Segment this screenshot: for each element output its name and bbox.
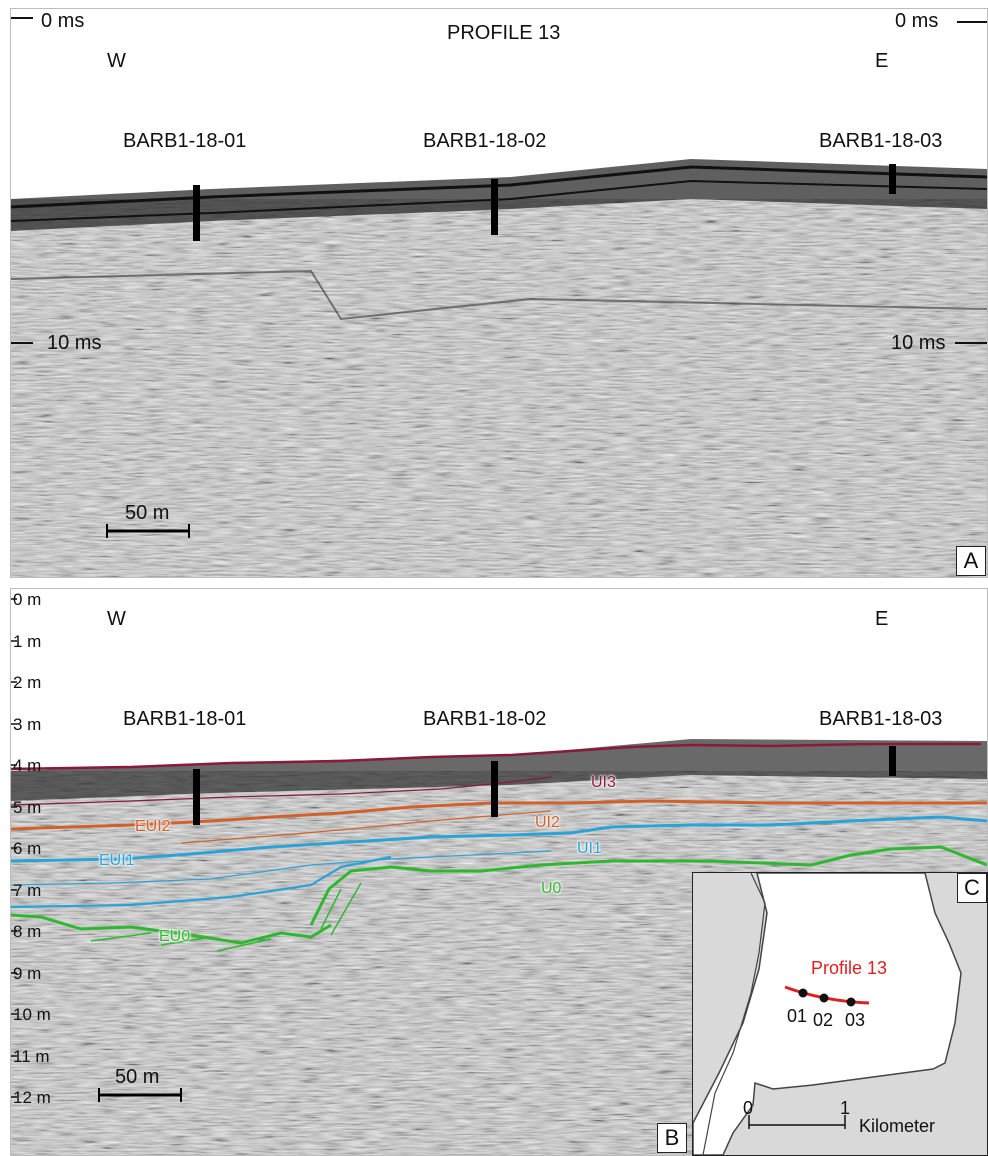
horizon-label-ui3: UI3: [591, 774, 616, 791]
seismic-panel-a: 0 ms PROFILE 13 0 ms W E BARB1-18-01 BAR…: [10, 8, 988, 578]
site-label-02: 02: [813, 1010, 834, 1030]
horizon-label-ui2: UI2: [535, 814, 560, 831]
map-scale-end: 1: [840, 1098, 851, 1118]
depth-label-8: 8 m: [13, 922, 42, 941]
depth-label-6: 6 m: [13, 839, 42, 858]
site-label-01: 01: [787, 1006, 808, 1026]
horizon-ui3: [11, 742, 981, 771]
site-label-03: 03: [845, 1010, 866, 1030]
site-marker-03: [846, 997, 856, 1007]
depth-label-2: 2 m: [13, 673, 42, 692]
time-label-top-right: 0 ms: [895, 10, 939, 32]
profile-title: PROFILE 13: [447, 22, 561, 44]
profile-map-label: Profile 13: [811, 958, 888, 978]
depth-label-10: 10 m: [13, 1005, 51, 1024]
seismic-image-b: [11, 589, 987, 1155]
depth-label-9: 9 m: [13, 964, 42, 983]
panel-letter-c: C: [957, 873, 987, 903]
horizon-eu0: [11, 913, 332, 945]
seismic-panel-b: 0 m 1 m 2 m 3 m 4 m 5 m 6 m 7 m 8 m 9 m …: [10, 588, 988, 1156]
core-label-01-b: BARB1-18-01: [123, 708, 247, 730]
scale-label-b: 50 m: [115, 1066, 160, 1088]
depth-label-4: 4 m: [13, 756, 42, 775]
lake-outline: [693, 873, 962, 1155]
core-marker-01-b: [193, 769, 200, 825]
horizon-eui1-ui1: [11, 815, 987, 863]
scale-label-a: 50 m: [125, 502, 170, 524]
east-label-a: E: [875, 50, 889, 72]
core-label-02-a: BARB1-18-02: [423, 130, 547, 152]
time-label-mid-right: 10 ms: [891, 332, 946, 354]
site-marker-02: [819, 993, 829, 1003]
core-marker-02-a: [491, 179, 498, 235]
time-label-top-left: 0 ms: [41, 10, 85, 32]
horizon-label-u0: U0: [541, 880, 562, 897]
east-label-b: E: [875, 608, 889, 630]
depth-label-1: 1 m: [13, 632, 42, 651]
core-label-01-a: BARB1-18-01: [123, 130, 247, 152]
west-label-b: W: [107, 608, 126, 630]
horizon-label-eui2: EUI2: [135, 818, 171, 835]
location-map-inset: C Profile 13 01 02 03 0 1 Kilometer: [692, 872, 988, 1156]
seafloor-reflector-a: [11, 159, 987, 231]
depth-label-3: 3 m: [13, 715, 42, 734]
horizon-label-ui1: UI1: [577, 840, 602, 857]
depth-label-7: 7 m: [13, 881, 42, 900]
depth-label-11: 11 m: [13, 1047, 50, 1066]
core-marker-01-a: [193, 185, 200, 241]
panel-letter-a: A: [956, 546, 986, 576]
depth-label-12: 12 m: [13, 1088, 51, 1107]
map-scale-start: 0: [743, 1098, 754, 1118]
horizon-u0: [309, 845, 987, 926]
depth-label-0: 0 m: [13, 590, 42, 609]
time-label-mid-left: 10 ms: [47, 332, 102, 354]
core-marker-03-b: [889, 746, 896, 776]
panel-letter-b: B: [657, 1123, 687, 1153]
core-label-03-b: BARB1-18-03: [819, 708, 943, 730]
west-label-a: W: [107, 50, 126, 72]
map-scale-unit: Kilometer: [859, 1116, 936, 1136]
seismic-image-a: [11, 9, 987, 577]
depth-label-5: 5 m: [13, 798, 42, 817]
location-map: [693, 873, 987, 1155]
core-marker-02-b: [491, 761, 498, 817]
core-label-02-b: BARB1-18-02: [423, 708, 547, 730]
horizon-label-eui1: EUI1: [99, 852, 135, 869]
core-marker-03-a: [889, 164, 896, 194]
horizon-label-eu0: EU0: [159, 928, 191, 945]
site-marker-01: [798, 988, 808, 998]
core-label-03-a: BARB1-18-03: [819, 130, 943, 152]
